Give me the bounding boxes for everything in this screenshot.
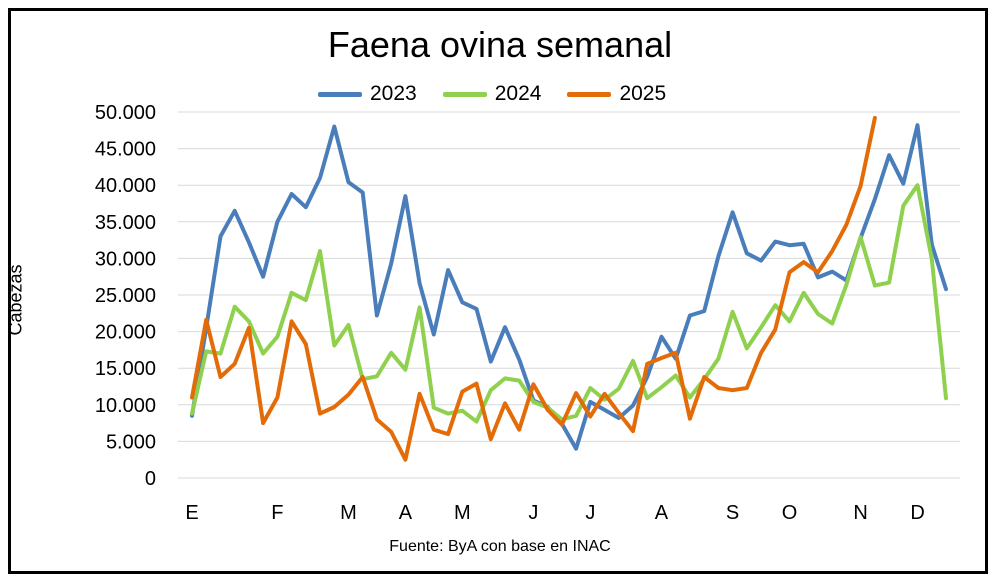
y-tick-label: 20.000: [95, 322, 156, 344]
x-tick-label: N: [853, 502, 867, 524]
x-tick-label: O: [782, 502, 798, 524]
series-lines: [190, 115, 948, 462]
x-tick-label: M: [454, 502, 471, 524]
x-tick-label: J: [585, 502, 595, 524]
legend-label-2025: 2025: [619, 82, 667, 105]
chart-title: Faena ovina semanal: [327, 24, 673, 65]
x-tick-label: M: [340, 502, 357, 524]
legend-label-2024: 2024: [494, 82, 542, 105]
y-tick-label: 25.000: [95, 285, 156, 307]
legend-swatch-2025: [567, 91, 612, 97]
series-line-2024: [190, 183, 948, 424]
legend-item-2024: 2024: [442, 82, 542, 106]
x-tick-label: S: [726, 502, 739, 524]
x-tick-label: A: [399, 502, 413, 524]
y-tick-label: 15.000: [95, 358, 156, 380]
y-tick-label: 10.000: [95, 395, 156, 417]
x-tick-label: D: [910, 502, 924, 524]
chart-frame: [8, 8, 988, 574]
legend-item-2023: 2023: [318, 82, 417, 106]
legend-swatch-2024: [442, 91, 487, 97]
legend-label-2023: 2023: [370, 82, 417, 105]
y-tick-label: 50.000: [95, 102, 156, 124]
x-tick-label: F: [271, 502, 283, 524]
y-tick-label: 5.000: [106, 431, 156, 453]
chart-legend: 2023 2024 2025: [318, 82, 666, 106]
x-tick-label: J: [528, 502, 538, 524]
y-tick-label: 0: [145, 468, 156, 490]
legend-item-2025: 2025: [567, 82, 666, 106]
x-tick-label: E: [185, 502, 198, 524]
series-line-2023: [190, 123, 948, 451]
x-tick-label: A: [655, 502, 669, 524]
y-tick-labels: 0 5.000 10.000 15.000 20.000 25.000 30.000 35.0…: [95, 102, 156, 490]
y-tick-label: 30.000: [95, 248, 156, 270]
source-note: Fuente: ByA con base en INAC: [389, 538, 611, 555]
y-tick-label: 35.000: [95, 212, 156, 234]
y-tick-label: 40.000: [95, 175, 156, 197]
legend-swatch-2023: [318, 91, 362, 97]
series-line-2025: [190, 115, 877, 462]
y-tick-label: 45.000: [95, 139, 156, 161]
